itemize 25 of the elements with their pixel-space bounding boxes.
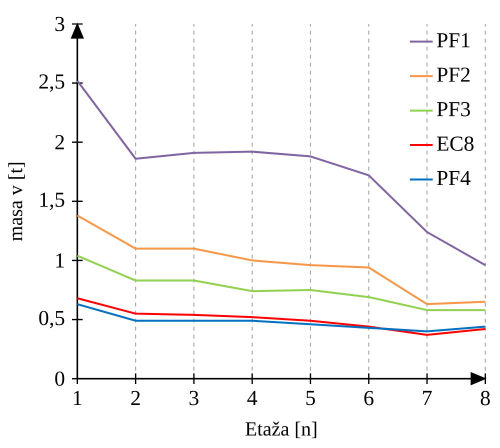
x-tick-label: 8: [480, 390, 490, 406]
y-tick-label: 0: [55, 371, 64, 386]
legend-label: PF3: [436, 102, 470, 116]
y-axis-title: masa v [t]: [8, 162, 25, 241]
x-tick-label: 7: [423, 390, 432, 405]
legend-label: PF2: [436, 68, 470, 82]
x-axis-title: Etaža [n]: [246, 422, 316, 438]
x-tick-label: 1: [74, 390, 82, 405]
legend-label: PF1: [436, 33, 470, 48]
line-series: [76, 297, 486, 336]
line-series: [76, 254, 486, 312]
y-tick-label: 1: [56, 253, 64, 268]
legend-label: PF4: [436, 171, 470, 186]
x-tick-label: 4: [247, 390, 258, 405]
x-tick-label: 6: [364, 390, 374, 406]
y-tick-label: 1,5: [40, 192, 64, 210]
legend-label: EC8: [436, 136, 474, 151]
x-tick-label: 5: [306, 390, 315, 406]
y-tick-label: 2,5: [39, 74, 64, 92]
y-tick-label: 2: [55, 135, 64, 150]
x-tick-label: 2: [131, 390, 140, 406]
y-tick-label: 3: [55, 16, 64, 32]
x-tick-label: 3: [190, 390, 198, 406]
line-series: [76, 214, 486, 306]
y-tick-label: 0,5: [39, 310, 64, 328]
